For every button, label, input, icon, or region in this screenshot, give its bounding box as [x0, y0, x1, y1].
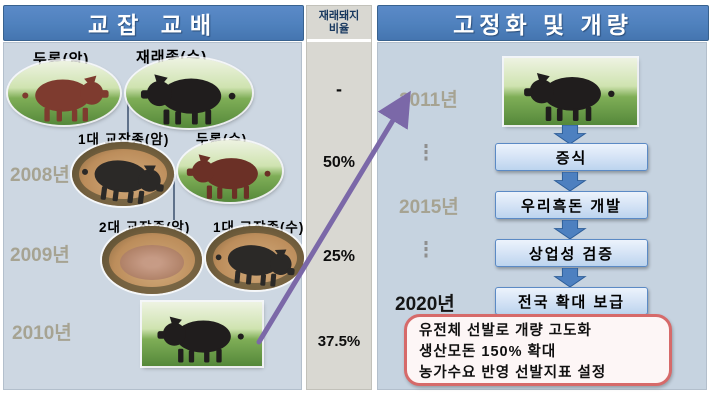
note-genomic-selection: 유전체 선발로 개량 고도화 — [419, 323, 592, 339]
duroc-male-pig-image — [187, 154, 271, 199]
f1-hybrid-female-label: 1대 교잡종(암) — [78, 132, 170, 147]
duroc-pig-image — [21, 75, 109, 122]
step-propagation: 증식 — [495, 143, 648, 171]
sow-in-pen-image — [120, 245, 184, 281]
ratio-header-line1: 재래돼지 — [318, 9, 360, 22]
improvement-goals-note: 유전체 선발로 개량 고도화 생산모돈 150% 확대 농가수요 반영 선발지표… — [404, 314, 672, 386]
year-2010-label: 2010년 — [12, 323, 72, 344]
year-2015-label: 2015년 — [399, 197, 459, 218]
row2-connector-line — [173, 174, 175, 220]
year-2011-label: 2011년 — [399, 85, 458, 112]
f1-hybrid-pig-image — [82, 160, 164, 205]
timeline-ellipsis-2: ⋮ — [417, 237, 435, 262]
f1-hybrid-female-photo — [72, 142, 174, 206]
crossbreeding-title: 교잡 교배 — [87, 12, 220, 38]
ratio-header-line2: 비율 — [328, 22, 350, 35]
year-2009-label: 2009년 — [10, 245, 70, 266]
improvement-title: 고정화 및 개량 — [453, 12, 633, 38]
native-male-photo — [126, 58, 252, 128]
woori-black-pig-2010-photo — [142, 302, 262, 366]
step-commercial-validation: 상업성 검증 — [495, 239, 648, 267]
woori-black-pig-2011-photo — [504, 58, 637, 125]
duroc-male-photo — [178, 140, 282, 202]
flow-down-arrow-3 — [553, 220, 587, 239]
year-2008-label: 2008년 — [10, 165, 70, 186]
flow-down-arrow-4 — [553, 268, 587, 287]
note-selection-index: 농가수요 반영 선발지표 설정 — [419, 365, 607, 381]
improvement-header: 고정화 및 개량 — [377, 5, 709, 41]
flow-down-arrow-1 — [553, 125, 587, 144]
ratio-value-50: 50% — [322, 154, 356, 171]
year-2020-label: 2020년 — [395, 294, 455, 315]
row1-connector-line — [127, 90, 129, 140]
ratio-column-header: 재래돼지 비율 — [307, 6, 371, 42]
f1-hybrid-male-photo — [206, 226, 304, 290]
ratio-value-25: 25% — [322, 248, 356, 265]
step-woori-development: 우리흑돈 개발 — [495, 191, 648, 219]
f1-hybrid-male-pig-image — [215, 245, 295, 287]
f2-hybrid-female-photo — [102, 226, 202, 294]
ratio-value-none: - — [336, 79, 342, 99]
flow-down-arrow-2 — [553, 172, 587, 191]
native-pig-image — [140, 74, 235, 125]
ratio-value-37-5: 37.5% — [317, 333, 361, 350]
note-sow-expansion: 생산모돈 150% 확대 — [419, 344, 557, 360]
woori-black-pig-2011-image — [524, 73, 615, 122]
crossbreeding-header: 교잡 교배 — [3, 5, 304, 41]
year-2011-text: 2011년 — [399, 90, 458, 111]
woori-black-pig-2010-image — [157, 316, 245, 363]
duroc-female-photo — [8, 61, 120, 125]
timeline-ellipsis-1: ⋮ — [417, 140, 435, 165]
step-nationwide-distribution: 전국 확대 보급 — [495, 287, 648, 315]
